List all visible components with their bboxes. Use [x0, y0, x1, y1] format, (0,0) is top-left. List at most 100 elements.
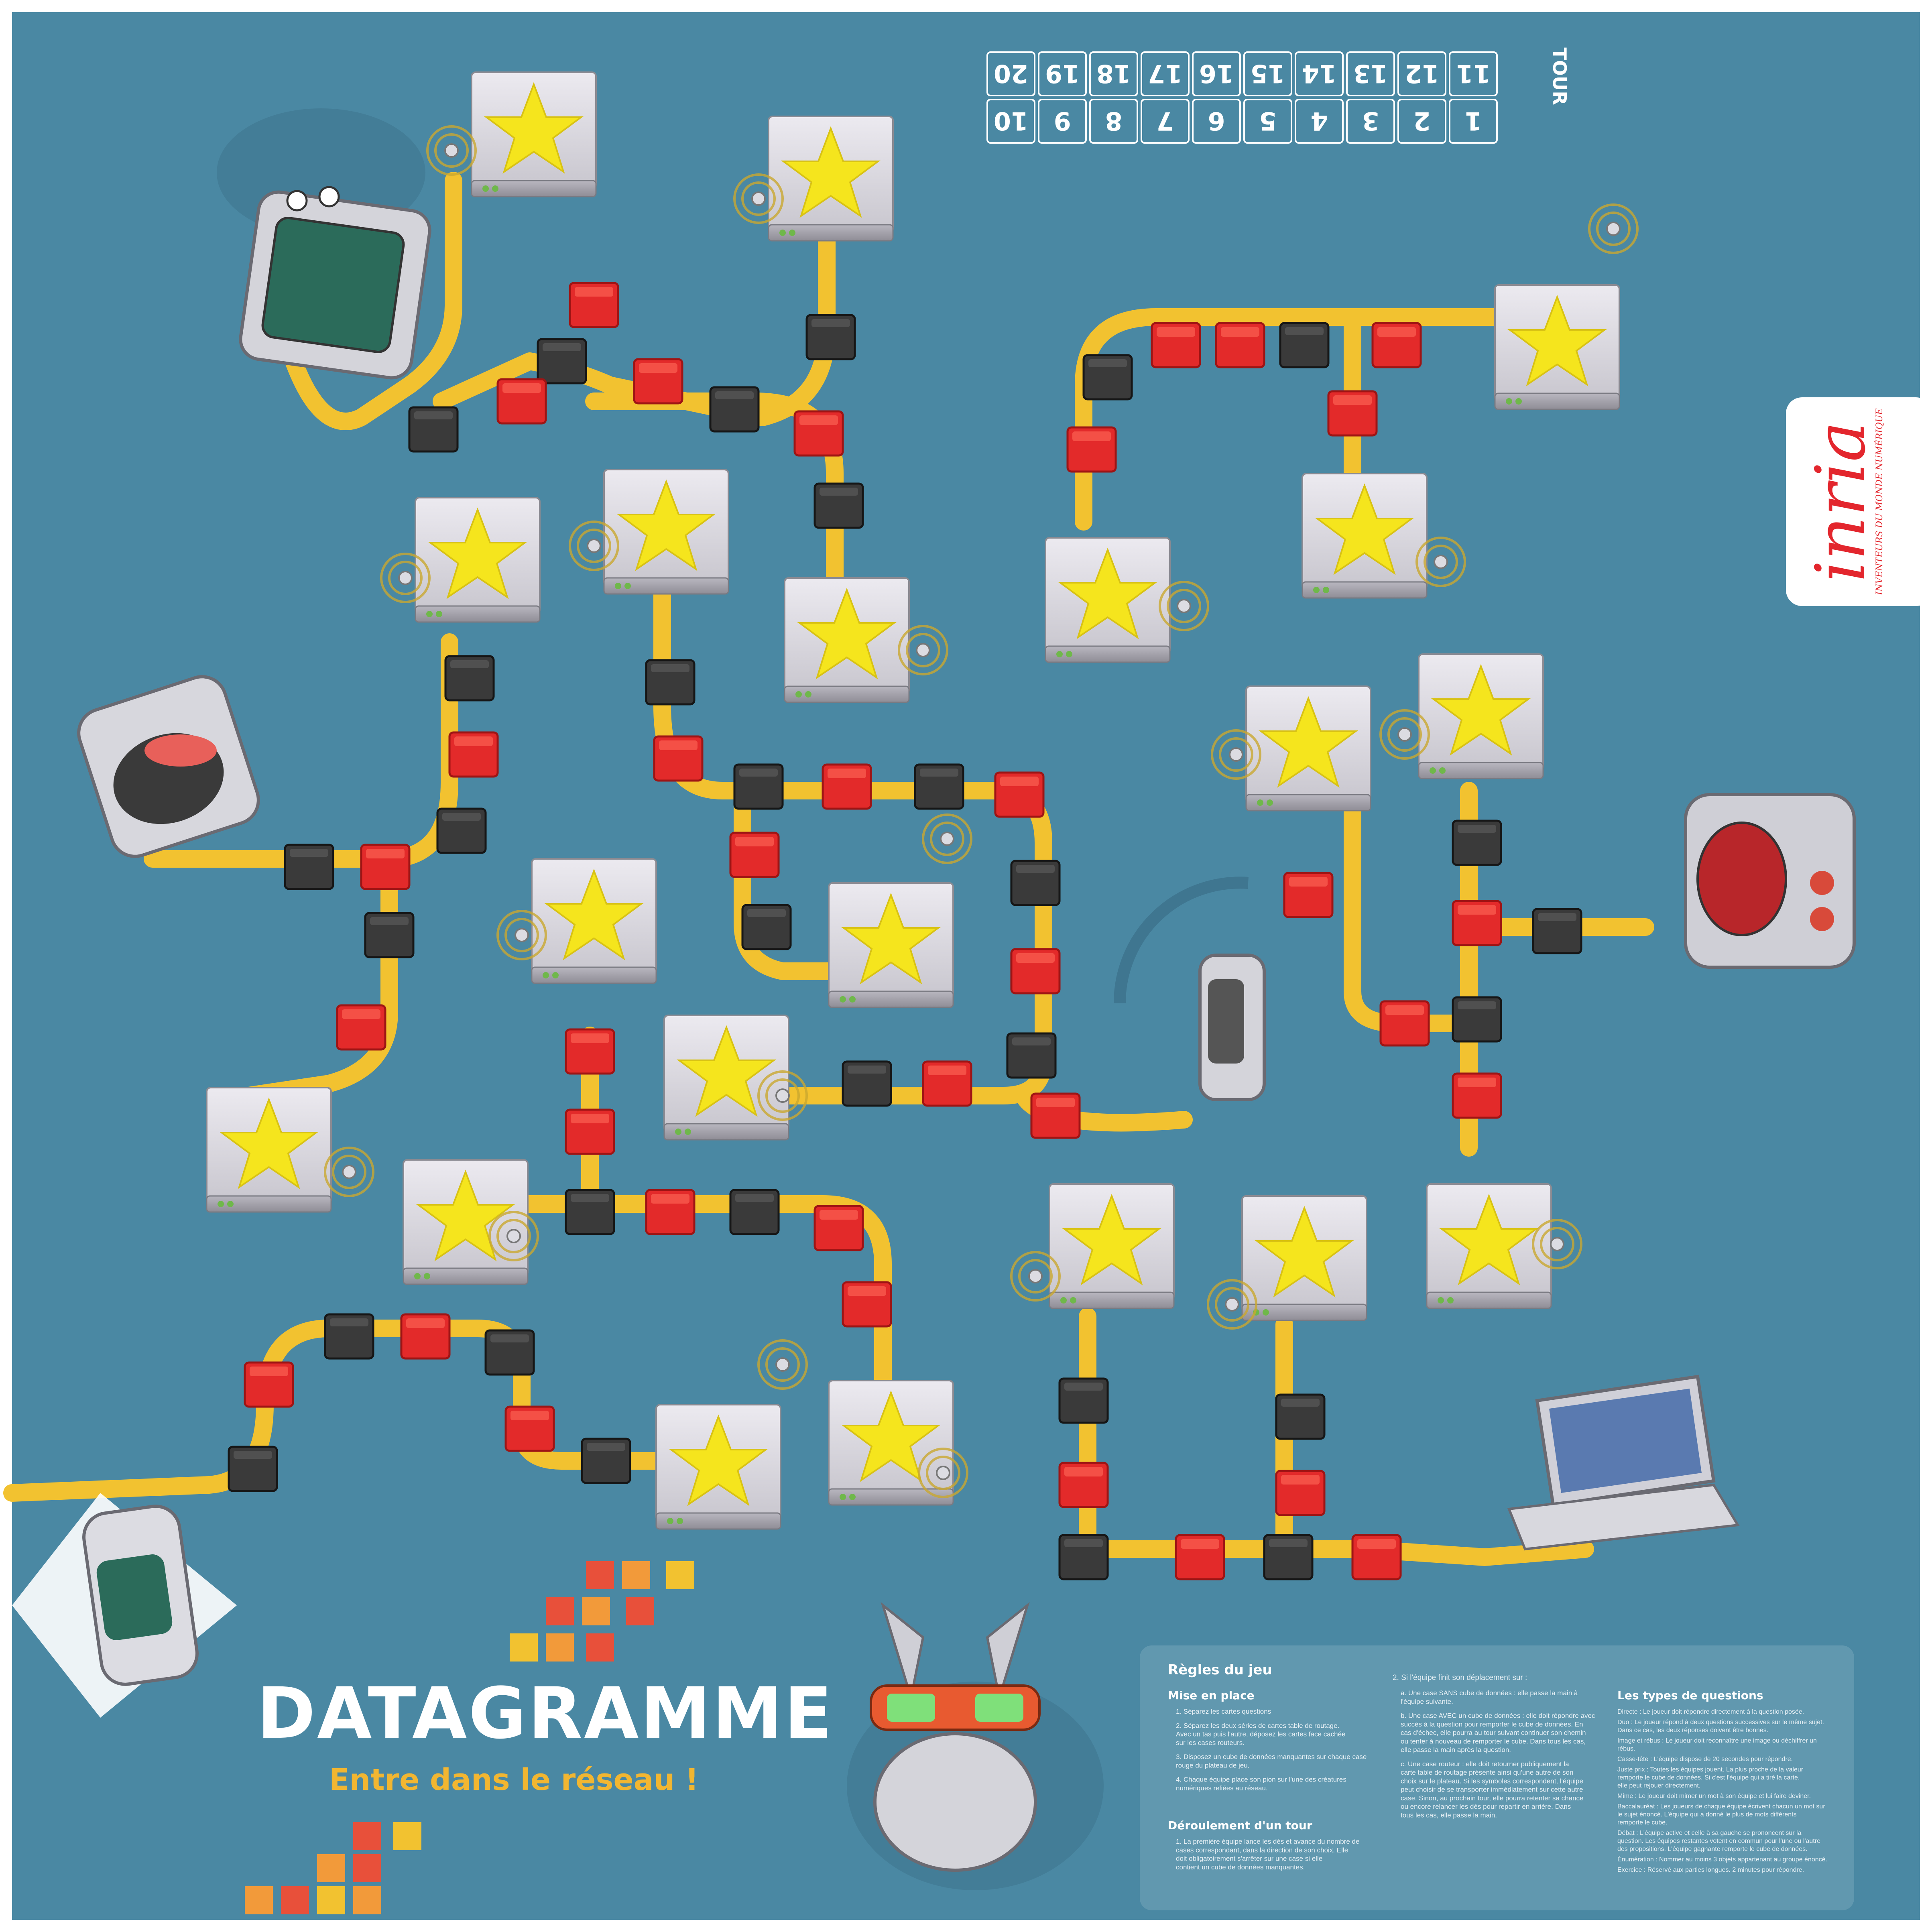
black-cable-box	[815, 484, 863, 528]
black-cable-box	[1084, 355, 1132, 399]
tour-number: 14	[1302, 59, 1336, 88]
tour-cell[interactable]	[1346, 51, 1395, 96]
router-server[interactable]	[403, 1159, 538, 1285]
red-data-box[interactable]	[506, 1407, 554, 1451]
creature-robot-mascot[interactable]	[847, 1602, 1104, 1890]
tour-cell[interactable]	[1295, 99, 1344, 144]
black-cable-box	[710, 387, 759, 431]
red-data-box[interactable]	[1284, 873, 1332, 917]
tour-cell[interactable]	[1038, 51, 1087, 96]
black-cable-box	[1533, 909, 1581, 953]
tour-number: 11	[1456, 59, 1491, 88]
red-data-box[interactable]	[995, 773, 1043, 817]
tour-number: 8	[1105, 106, 1122, 136]
red-data-box[interactable]	[634, 359, 682, 403]
black-cable-box	[734, 765, 783, 809]
tour-label: TOUR	[1549, 47, 1570, 105]
inria-logo: inria INVENTEURS DU MONDE NUMÉRIQUE	[1786, 397, 1932, 606]
black-cable-box	[285, 845, 333, 889]
router-server[interactable]	[663, 1015, 807, 1141]
tour-cell[interactable]	[1397, 51, 1446, 96]
tour-cell[interactable]	[1192, 99, 1241, 144]
red-data-box[interactable]	[1373, 323, 1421, 367]
black-cable-box	[915, 765, 963, 809]
red-data-box[interactable]	[1453, 901, 1501, 945]
setup-list: 1. Séparez les cartes questions 2. Sépare…	[1176, 1708, 1367, 1792]
creature-robot-right[interactable]	[1684, 793, 1856, 969]
tour-cell[interactable]	[986, 51, 1035, 96]
creature-smartphone[interactable]	[12, 1493, 237, 1718]
creature-tv[interactable]	[217, 108, 432, 380]
rules-title: Règles du jeu	[1168, 1662, 1272, 1678]
tour-cell[interactable]	[1089, 99, 1138, 144]
red-data-box[interactable]	[1276, 1471, 1324, 1515]
red-data-box[interactable]	[1381, 1001, 1429, 1045]
tour-cell[interactable]	[1141, 99, 1190, 144]
black-cable-box	[325, 1314, 373, 1359]
red-data-box[interactable]	[1152, 323, 1200, 367]
red-data-box[interactable]	[843, 1282, 891, 1326]
rule-item: 3. Disposez un cube de données manquante…	[1176, 1753, 1367, 1769]
black-cable-box	[1060, 1379, 1108, 1423]
tour-number: 7	[1156, 106, 1173, 136]
rule-item: 4. Chaque équipe place son pion sur l'un…	[1176, 1776, 1346, 1792]
red-data-box[interactable]	[795, 411, 843, 456]
black-cable-box	[742, 905, 791, 949]
creature-phone[interactable]	[1113, 877, 1266, 1101]
tour-cell[interactable]	[1089, 51, 1138, 96]
rule-item: 2. Séparez les deux séries de cartes tab…	[1176, 1722, 1346, 1747]
red-data-box[interactable]	[815, 1206, 863, 1250]
red-data-box[interactable]	[1068, 427, 1116, 472]
red-data-box[interactable]	[566, 1029, 614, 1074]
turn-list: 1. La première équipe lance les dés et a…	[1176, 1838, 1359, 1871]
red-data-box[interactable]	[361, 845, 409, 889]
red-data-box[interactable]	[449, 732, 498, 777]
black-cable-box	[1264, 1535, 1312, 1579]
black-cable-box	[486, 1330, 534, 1375]
red-data-box[interactable]	[498, 379, 546, 423]
black-cable-box	[409, 407, 458, 451]
red-data-box[interactable]	[566, 1110, 614, 1154]
tour-cell[interactable]	[1243, 51, 1292, 96]
pixel-decoration-bottom	[245, 1822, 421, 1914]
red-data-box[interactable]	[923, 1062, 971, 1106]
rule-item: 1. Séparez les cartes questions	[1176, 1708, 1271, 1715]
red-data-box[interactable]	[245, 1363, 293, 1407]
red-data-box[interactable]	[1328, 391, 1377, 435]
tour-cell[interactable]	[986, 99, 1035, 144]
tour-cell[interactable]	[1449, 51, 1498, 96]
creature-mouth-screen[interactable]	[73, 671, 265, 863]
rule-item: b. Une case AVEC un cube de données : el…	[1401, 1712, 1595, 1754]
red-data-box[interactable]	[570, 283, 618, 327]
red-data-box[interactable]	[1031, 1094, 1080, 1138]
rule-item: Directe : Le joueur doit répondre direct…	[1617, 1708, 1804, 1715]
rule-item: 1. La première équipe lance les dés et a…	[1176, 1838, 1359, 1871]
red-data-box[interactable]	[654, 736, 702, 781]
red-data-box[interactable]	[337, 1005, 385, 1049]
rule-item: Baccalauréat : Les joueurs de chaque équ…	[1617, 1803, 1825, 1826]
tour-cell[interactable]	[1397, 99, 1446, 144]
tour-cell[interactable]	[1141, 51, 1190, 96]
red-data-box[interactable]	[1011, 949, 1060, 993]
pixel-decoration-top	[510, 1561, 694, 1662]
tour-cell[interactable]	[1295, 51, 1344, 96]
red-data-box[interactable]	[730, 833, 779, 877]
tour-number: 18	[1096, 59, 1131, 88]
red-data-box[interactable]	[1352, 1535, 1401, 1579]
tour-cell[interactable]	[1449, 99, 1498, 144]
red-data-box[interactable]	[1453, 1074, 1501, 1118]
red-data-box[interactable]	[401, 1314, 449, 1359]
tour-cell[interactable]	[1243, 99, 1292, 144]
red-data-box[interactable]	[1176, 1535, 1224, 1579]
tour-cell[interactable]	[1192, 51, 1241, 96]
creature-laptop[interactable]	[1507, 1375, 1740, 1551]
black-cable-box	[445, 656, 494, 700]
tour-cell[interactable]	[1038, 99, 1087, 144]
red-data-box[interactable]	[823, 765, 871, 809]
tour-cell[interactable]	[1346, 99, 1395, 144]
red-data-box[interactable]	[1216, 323, 1264, 367]
red-data-box[interactable]	[1060, 1463, 1108, 1507]
black-cable-box	[582, 1439, 630, 1483]
red-data-box[interactable]	[646, 1190, 694, 1234]
black-cable-box	[646, 660, 694, 704]
